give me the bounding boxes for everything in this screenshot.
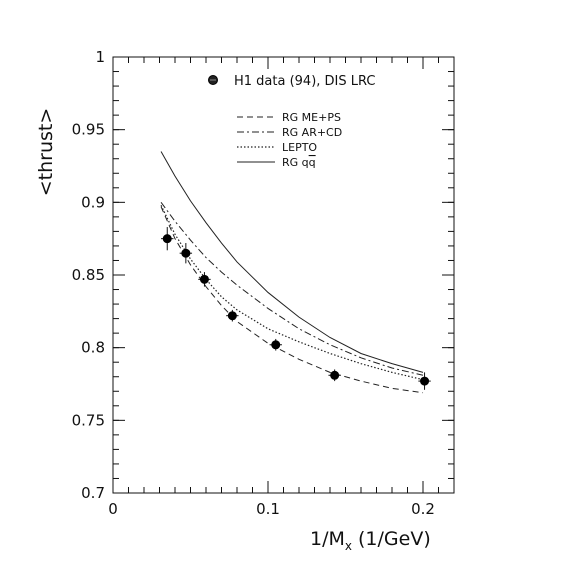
x-axis-title-unit: (1/GeV) (358, 528, 431, 550)
x-tick-label: 0 (108, 500, 118, 518)
data-point (271, 340, 281, 350)
series-line-3 (160, 151, 424, 373)
axis-tick-labels: 0.7 0.75 0.8 0.85 0.9 0.95 1 0 0.1 0.2 (72, 48, 435, 518)
legend-label-text: RG q (282, 156, 309, 169)
y-tick-label: 0.75 (72, 411, 105, 429)
x-tick-label: 0.2 (411, 500, 435, 518)
legend-label-2: LEPTO (282, 141, 317, 154)
y-tick-label: 0.7 (81, 484, 105, 502)
y-tick-label: 0.9 (81, 193, 105, 211)
y-tick-label: 0.85 (72, 266, 105, 284)
legend-label-data: H1 data (94), DIS LRC (234, 74, 375, 89)
series-line-1 (160, 202, 424, 376)
series-line-2 (160, 204, 424, 381)
y-tick-label: 1 (95, 48, 105, 66)
x-axis-title: 1/Mx (1/GeV) (310, 528, 431, 553)
data-points (161, 227, 431, 390)
legend-label-3: RG qq (282, 156, 316, 169)
model-curves (160, 151, 424, 394)
data-point (420, 376, 430, 386)
y-tick-label: 0.8 (81, 339, 105, 357)
data-point (227, 311, 237, 321)
data-point (199, 274, 209, 284)
x-axis-title-subscript: x (345, 539, 352, 553)
legend-label-0: RG ME+PS (282, 111, 341, 124)
axis-ticks (112, 56, 455, 494)
data-point (162, 234, 172, 244)
legend-label-1: RG AR+CD (282, 126, 342, 139)
data-point (181, 248, 191, 258)
data-point (330, 370, 340, 380)
y-axis-title: <thrust> (35, 108, 57, 197)
x-axis-title-main: 1/M (310, 528, 345, 550)
legend: H1 data (94), DIS LRC RG ME+PS RG AR+CD LEP… (208, 74, 375, 169)
y-tick-label: 0.95 (72, 121, 105, 139)
series-line-0 (160, 206, 424, 394)
x-tick-label: 0.1 (256, 500, 280, 518)
legend-label-overline: q (309, 156, 316, 169)
